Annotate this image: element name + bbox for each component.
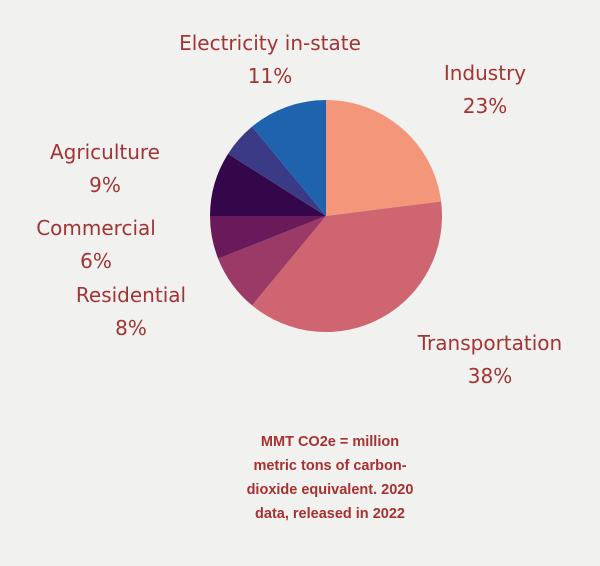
footnote-line: MMT CO2e = million: [260, 434, 400, 450]
label-agriculture: Agriculture 9%: [0, 136, 215, 202]
label-value: 9%: [89, 173, 121, 197]
label-industry: Industry 23%: [375, 57, 595, 123]
label-transportation: Transportation 38%: [380, 327, 600, 393]
label-value: 23%: [462, 94, 508, 118]
pie-slice-agriculture: [210, 153, 326, 216]
pie-slice-commercial: [210, 216, 326, 259]
footnote-line: data, released in 2022: [255, 506, 405, 522]
label-value: 38%: [467, 364, 513, 388]
label-name: Agriculture: [50, 140, 160, 164]
label-electricity: Electricity in-state 11%: [160, 27, 380, 93]
footnote: MMT CO2e = million metric tons of carbon…: [220, 430, 440, 526]
label-value: 11%: [247, 64, 293, 88]
label-name: Residential: [75, 283, 187, 307]
footnote-line: dioxide equivalent. 2020: [246, 482, 414, 498]
pie-slice-residential: [218, 216, 326, 306]
pie-slice-electricity-in-state: [252, 100, 326, 216]
label-name: Electricity in-state: [179, 31, 361, 55]
label-name: Industry: [443, 61, 527, 85]
pie-slice-transportation: [252, 201, 442, 332]
label-name: Commercial: [36, 216, 156, 240]
pie-slice-unlabeled: [228, 126, 326, 216]
footnote-line: metric tons of carbon-: [253, 458, 407, 474]
pie-slice-industry: [326, 100, 442, 216]
label-name: Transportation: [417, 331, 563, 355]
label-value: 8%: [115, 316, 147, 340]
label-value: 6%: [80, 249, 112, 273]
label-commercial: Commercial 6%: [0, 212, 206, 278]
label-residential: Residential 8%: [21, 279, 241, 345]
